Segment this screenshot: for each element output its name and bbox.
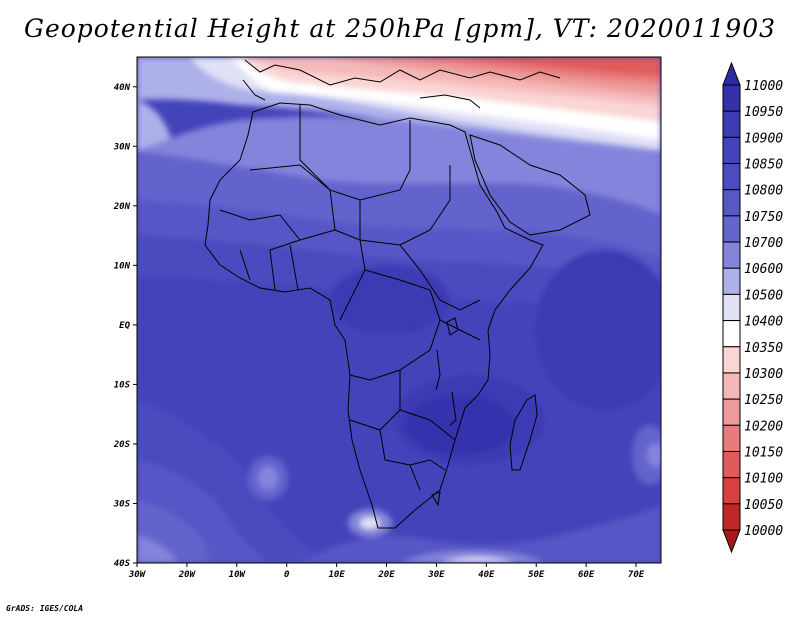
colorbar-swatch [722, 267, 741, 295]
colorbar-label: 10500 [744, 288, 783, 303]
lon-tick-label: 0 [284, 570, 290, 580]
lon-tick-label: 20W [178, 570, 197, 580]
lat-tick-label: 30S [113, 499, 131, 509]
lon-tick-label: 70E [628, 570, 645, 580]
colorbar-swatch [722, 398, 741, 426]
longitude-axis: 30W 20W 10W 0 10E 20E 30E 40E 50E 60E 70E [128, 563, 645, 580]
colorbar-swatch [722, 372, 741, 400]
colorbar-swatch [722, 241, 741, 269]
colorbar-label: 10000 [744, 524, 783, 539]
colorbar-swatch [722, 450, 741, 479]
colorbar-label: 10900 [744, 131, 783, 146]
colorbar: 11000 10950 10900 10850 10800 10750 10700 10600… [722, 61, 783, 554]
grads-credit: GrADS: IGES/COLA [6, 604, 84, 613]
lat-tick-label: 40N [114, 83, 131, 93]
colorbar-label: 10300 [744, 367, 783, 382]
lat-tick-label: 20S [113, 440, 131, 450]
colorbar-swatch [722, 84, 741, 112]
lat-tick-label: 20N [113, 202, 131, 212]
colorbar-label: 10150 [744, 445, 783, 460]
coastlines [204, 59, 591, 529]
height-field [137, 57, 661, 563]
lat-tick-label: 10N [114, 261, 131, 271]
colorbar-swatch [722, 215, 741, 243]
lon-tick-label: 30W [128, 570, 147, 580]
colorbar-swatch [722, 503, 741, 531]
colorbar-swatch [722, 424, 741, 452]
map-title: Geopotential Height at 250hPa [gpm], VT:… [23, 14, 777, 43]
colorbar-swatch [722, 136, 741, 165]
colorbar-top-arrow [722, 61, 741, 86]
plot-frame [136, 56, 662, 564]
colorbar-swatch [722, 477, 741, 505]
lon-tick-label: 10W [229, 570, 247, 580]
colorbar-swatch [722, 346, 741, 374]
colorbar-label: 10600 [744, 262, 783, 277]
colorbar-swatch [722, 293, 741, 322]
colorbar-label: 10800 [744, 184, 783, 199]
colorbar-label: 11000 [744, 79, 783, 94]
colorbar-swatch [722, 189, 741, 217]
colorbar-label: 10100 [744, 472, 783, 487]
colorbar-swatch [722, 110, 741, 138]
colorbar-label: 10350 [744, 341, 783, 356]
lon-tick-label: 10E [328, 570, 345, 580]
colorbar-label: 10050 [744, 498, 783, 513]
lon-tick-label: 40E [478, 570, 495, 580]
colorbar-label: 10700 [744, 236, 783, 251]
colorbar-label: 10400 [744, 315, 783, 330]
lat-tick-label: EQ [119, 321, 130, 331]
colorbar-label: 10850 [744, 158, 783, 173]
latitude-axis: 40N 30N 20N 10N EQ 10S 20S 30S 40S [113, 83, 137, 569]
lat-tick-label: 30N [113, 142, 131, 152]
lat-tick-label: 10S [114, 380, 131, 390]
lon-tick-label: 30E [427, 570, 445, 580]
colorbar-label: 10750 [744, 210, 783, 225]
lat-tick-label: 40S [114, 559, 131, 569]
colorbar-label: 10950 [744, 105, 783, 120]
colorbar-swatch [722, 163, 741, 191]
colorbar-label: 10250 [744, 393, 783, 408]
lon-tick-label: 60E [578, 570, 595, 580]
colorbar-label: 10200 [744, 419, 783, 434]
colorbar-bottom-arrow [722, 529, 741, 554]
lon-tick-label: 20E [377, 570, 395, 580]
colorbar-swatch [722, 320, 741, 348]
lon-tick-label: 50E [528, 570, 545, 580]
